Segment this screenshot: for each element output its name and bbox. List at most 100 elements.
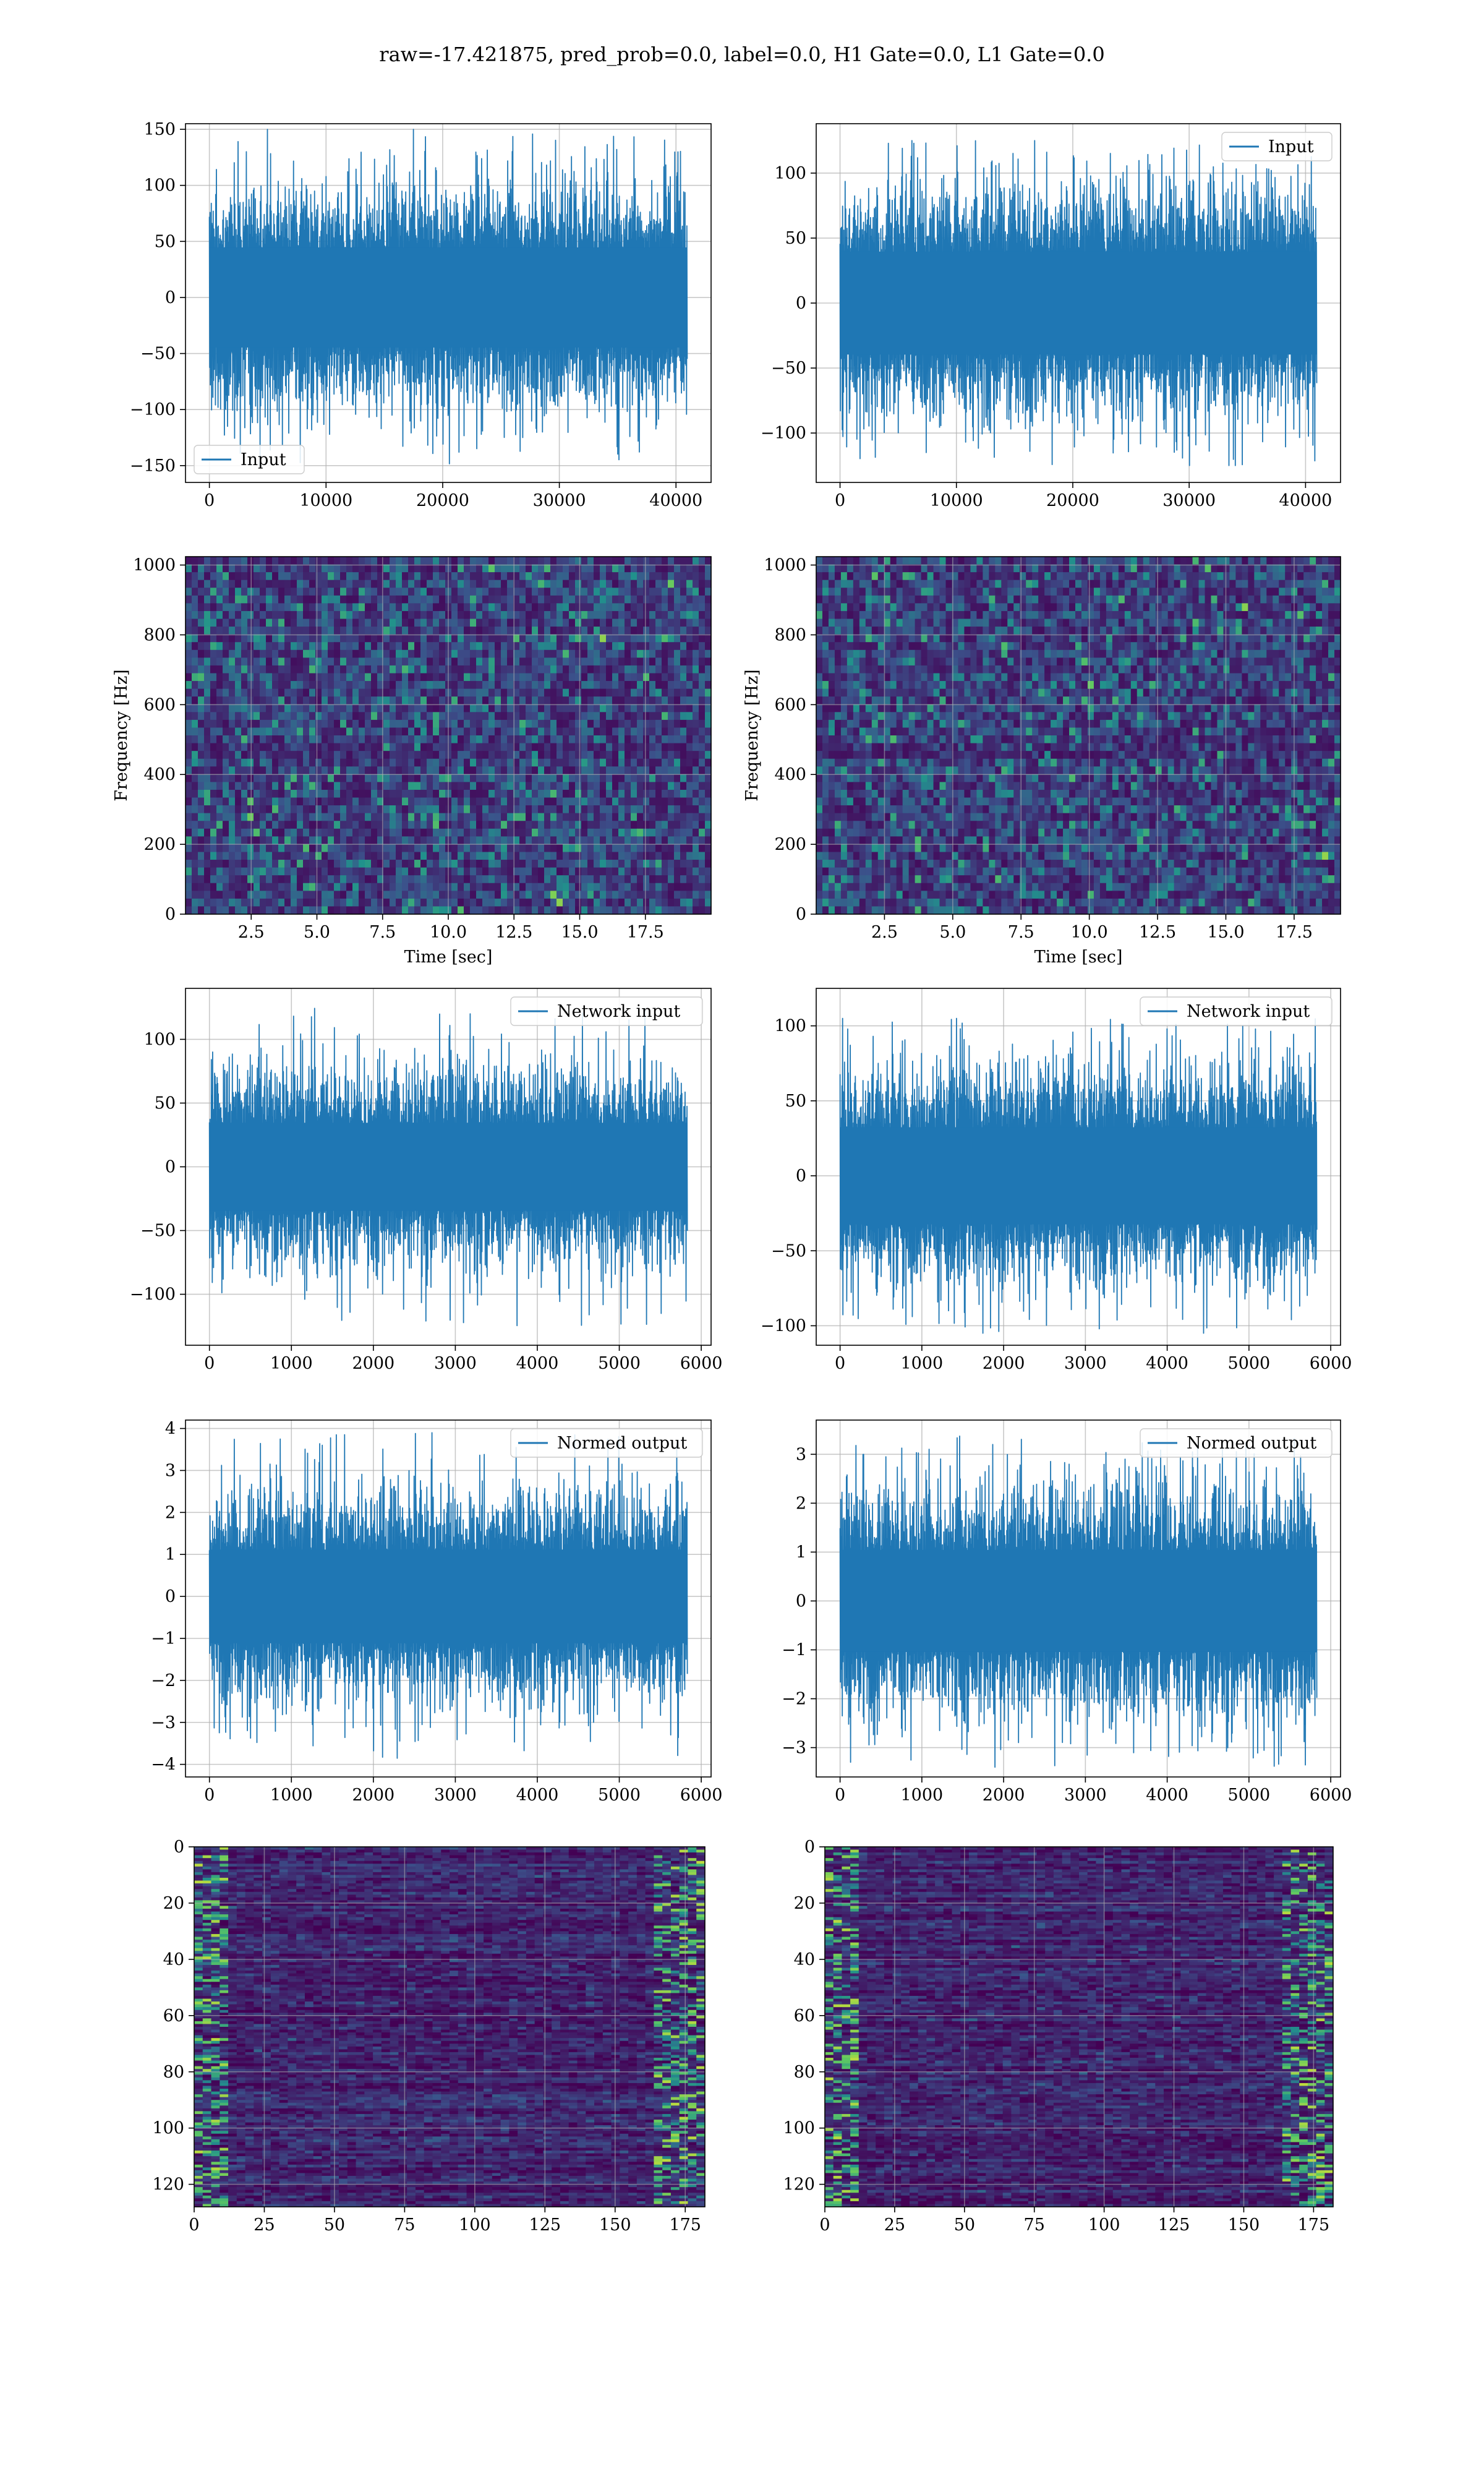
spectrogram-cell xyxy=(970,603,977,611)
spectrogram-cell xyxy=(501,635,508,643)
spectrogram-cell xyxy=(680,844,687,852)
spectrogram-cell xyxy=(526,743,532,751)
spectrogram-cell xyxy=(1285,611,1292,619)
spectrogram-cell xyxy=(495,868,501,876)
spectrogram-cell xyxy=(390,836,396,844)
spectrogram-cell xyxy=(192,813,198,821)
spectrogram-cell xyxy=(563,735,569,743)
spectrogram-cell xyxy=(594,727,600,735)
spectrogram-cell xyxy=(563,899,569,907)
spectrogram-cell xyxy=(210,883,217,891)
spectrogram-cell xyxy=(532,635,539,643)
spectrogram-cell xyxy=(278,821,285,829)
spectrogram-cell xyxy=(550,774,557,782)
spectrogram-cell xyxy=(198,704,205,713)
spectrogram-cell xyxy=(427,596,433,604)
spectrogram-cell xyxy=(309,735,316,743)
spectrogram-cell xyxy=(291,790,297,798)
spectrogram-cell xyxy=(575,681,582,689)
spectrogram-cell xyxy=(625,899,631,907)
spectrogram-cell xyxy=(247,766,254,774)
spectrogram-cell xyxy=(1168,627,1175,635)
spectrogram-cell xyxy=(1328,635,1335,643)
spectrogram-cell xyxy=(408,782,415,790)
spectrogram-cell xyxy=(556,844,563,852)
spectrogram-cell xyxy=(674,782,681,790)
spectrogram-cell xyxy=(674,650,681,658)
spectrogram-cell xyxy=(229,696,236,704)
spectrogram-cell xyxy=(334,790,341,798)
spectrogram-cell xyxy=(1229,588,1236,596)
y-tick-label: 800 xyxy=(143,625,176,644)
spectrogram-cell xyxy=(1032,611,1039,619)
spectrogram-cell xyxy=(501,906,508,914)
spectrogram-cell xyxy=(1297,619,1304,627)
spectrogram-cell xyxy=(699,899,706,907)
spectrogram-cell xyxy=(488,689,495,697)
spectrogram-cell xyxy=(594,860,600,868)
spectrogram-cell xyxy=(625,829,631,837)
spectrogram-cell xyxy=(600,852,607,860)
spectrogram-cell xyxy=(649,704,656,713)
spectrogram-cell xyxy=(637,875,644,883)
spectrogram-cell xyxy=(637,743,644,751)
spectrogram-cell xyxy=(668,790,675,798)
spectrogram-cell xyxy=(1075,619,1082,627)
spectrogram-cell xyxy=(526,689,532,697)
spectrogram-cell xyxy=(488,743,495,751)
spectrogram-cell xyxy=(464,774,471,782)
spectrogram-cell xyxy=(606,572,613,580)
spectrogram-cell xyxy=(365,611,372,619)
spectrogram-cell xyxy=(600,844,607,852)
spectrogram-cell xyxy=(1180,627,1187,635)
spectrogram-cell xyxy=(340,774,347,782)
spectrogram-cell xyxy=(439,712,446,720)
spectrogram-cell xyxy=(420,805,427,813)
spectrogram-cell xyxy=(495,627,501,635)
spectrogram-cell xyxy=(340,821,347,829)
spectrogram-cell xyxy=(1013,627,1020,635)
spectrogram-cell xyxy=(544,565,551,573)
spectrogram-cell xyxy=(439,743,446,751)
spectrogram-cell xyxy=(470,860,477,868)
spectrogram-cell xyxy=(699,689,706,697)
spectrogram-cell xyxy=(204,891,211,899)
spectrogram-cell xyxy=(587,836,594,844)
spectrogram-cell xyxy=(216,899,223,907)
spectrogram-cell xyxy=(693,681,699,689)
spectrogram-cell xyxy=(390,557,396,565)
spectrogram-cell xyxy=(1125,572,1132,580)
spectrogram-cell xyxy=(1075,627,1082,635)
spectrogram-cell xyxy=(544,735,551,743)
spectrogram-cell xyxy=(872,572,879,580)
spectrogram-cell xyxy=(909,642,916,650)
spectrogram-cell xyxy=(581,712,588,720)
spectrogram-cell xyxy=(618,619,625,627)
spectrogram-cell xyxy=(482,580,489,588)
spectrogram-cell xyxy=(186,557,192,565)
spectrogram-cell xyxy=(396,844,403,852)
spectrogram-cell xyxy=(1322,596,1329,604)
spectrogram-cell xyxy=(1094,580,1101,588)
spectrogram-cell xyxy=(705,603,712,611)
spectrogram-cell xyxy=(594,673,600,681)
spectrogram-cell xyxy=(1131,565,1138,573)
spectrogram-cell xyxy=(359,852,365,860)
spectrogram-cell xyxy=(1334,572,1341,580)
spectrogram-cell xyxy=(822,611,829,619)
spectrogram-cell xyxy=(1162,588,1169,596)
spectrogram-cell xyxy=(334,883,341,891)
spectrogram-cell xyxy=(1193,611,1200,619)
spectrogram-cell xyxy=(247,611,254,619)
spectrogram-cell xyxy=(668,704,675,713)
spectrogram-cell xyxy=(1260,565,1267,573)
spectrogram-cell xyxy=(699,565,706,573)
spectrogram-cell xyxy=(303,735,310,743)
spectrogram-cell xyxy=(1032,588,1039,596)
spectrogram-cell xyxy=(1032,627,1039,635)
spectrogram-cell xyxy=(544,720,551,728)
spectrogram-cell xyxy=(662,782,668,790)
spectrogram-cell xyxy=(278,759,285,767)
spectrogram-cell xyxy=(1254,565,1261,573)
spectrogram-cell xyxy=(315,727,322,735)
